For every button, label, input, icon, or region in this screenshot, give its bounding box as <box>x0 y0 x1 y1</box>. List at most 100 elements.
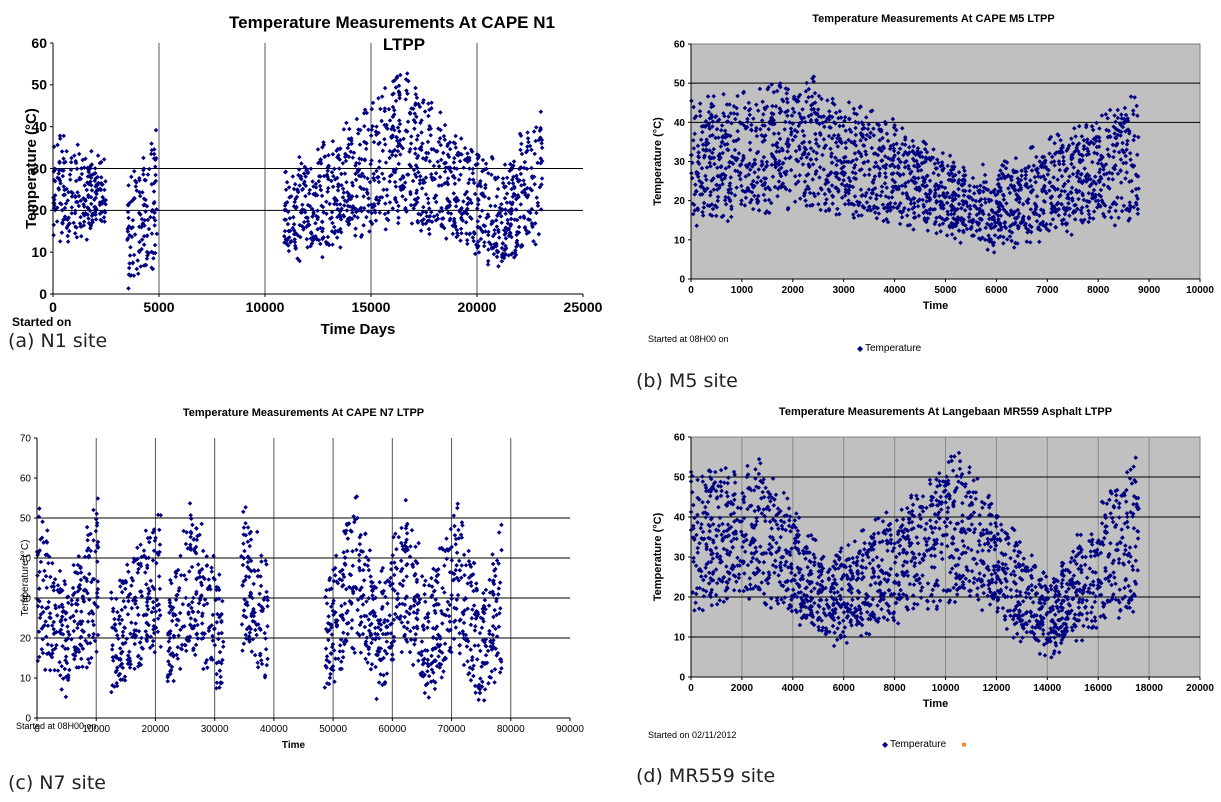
data-point <box>496 264 501 269</box>
data-point <box>171 678 176 684</box>
data-point <box>468 678 474 683</box>
data-point <box>426 113 431 119</box>
data-point <box>368 666 374 672</box>
data-point <box>334 202 340 207</box>
data-point <box>457 642 463 648</box>
data-point <box>405 620 411 625</box>
data-point <box>176 633 181 638</box>
data-point <box>452 532 458 538</box>
data-point <box>399 649 405 655</box>
data-point <box>457 158 463 164</box>
data-point <box>144 603 150 609</box>
data-point <box>369 640 374 646</box>
data-point <box>495 186 501 192</box>
data-point <box>459 563 465 568</box>
data-point <box>386 106 392 112</box>
data-point <box>362 624 368 630</box>
data-point <box>451 191 457 196</box>
data-point <box>465 659 470 664</box>
data-point <box>393 98 399 104</box>
data-point <box>323 646 329 651</box>
data-point <box>131 252 137 258</box>
data-point <box>462 572 467 578</box>
y-tick-label: 30 <box>674 157 686 168</box>
data-point <box>345 631 350 637</box>
data-point <box>350 155 356 160</box>
data-point <box>151 151 157 157</box>
data-point <box>377 579 382 585</box>
data-point <box>137 193 143 199</box>
data-point <box>43 619 48 624</box>
data-point <box>89 183 94 188</box>
data-point <box>157 586 163 592</box>
data-point <box>145 607 151 612</box>
data-point <box>71 220 76 226</box>
data-point <box>305 215 310 220</box>
x-tick-label: 15000 <box>352 299 391 315</box>
data-point <box>534 195 540 200</box>
data-point <box>136 612 141 618</box>
data-point <box>88 640 93 646</box>
data-point <box>441 150 446 156</box>
data-point <box>150 599 156 605</box>
data-point <box>486 196 492 201</box>
data-point <box>51 588 57 593</box>
data-point <box>477 214 483 219</box>
data-point <box>349 617 355 623</box>
data-point <box>292 199 297 205</box>
data-point <box>357 142 363 147</box>
data-point <box>255 568 261 573</box>
data-point <box>259 553 264 558</box>
data-point <box>318 157 323 162</box>
data-point <box>470 607 475 612</box>
data-point <box>127 649 132 654</box>
data-point <box>114 596 119 602</box>
data-point <box>55 583 61 588</box>
data-point <box>496 586 502 591</box>
data-point <box>494 194 500 199</box>
data-point <box>383 201 388 206</box>
data-point <box>64 186 69 192</box>
data-point <box>470 654 475 660</box>
data-point <box>364 635 370 640</box>
data-point <box>338 659 344 664</box>
data-point <box>291 186 297 192</box>
data-point <box>442 137 448 142</box>
data-point <box>349 625 354 631</box>
data-point <box>64 149 69 154</box>
data-point <box>132 666 137 672</box>
data-point <box>353 177 359 183</box>
data-point <box>342 171 348 176</box>
data-point <box>128 245 133 250</box>
data-point <box>504 191 510 196</box>
data-point <box>426 673 432 679</box>
data-point <box>342 601 348 606</box>
data-point <box>341 127 347 132</box>
data-point <box>72 193 78 199</box>
data-point <box>103 201 108 207</box>
data-point <box>399 525 404 531</box>
data-point <box>482 240 487 245</box>
data-point <box>295 256 300 261</box>
data-point <box>199 621 205 626</box>
data-point <box>62 666 68 672</box>
data-point <box>337 166 342 171</box>
data-point <box>134 266 140 272</box>
data-point <box>437 135 443 141</box>
data-point <box>343 158 349 164</box>
data-point <box>475 219 480 224</box>
data-point <box>37 569 42 575</box>
data-point <box>330 138 336 144</box>
data-point <box>174 622 179 628</box>
data-point <box>292 181 298 187</box>
data-point <box>141 548 147 553</box>
data-point <box>109 689 114 695</box>
data-point <box>339 171 344 177</box>
data-point <box>404 531 410 536</box>
data-point <box>442 641 448 647</box>
data-point <box>415 133 421 138</box>
data-point <box>188 616 194 621</box>
data-point <box>353 233 358 238</box>
data-point <box>487 577 492 583</box>
data-point <box>461 662 467 668</box>
